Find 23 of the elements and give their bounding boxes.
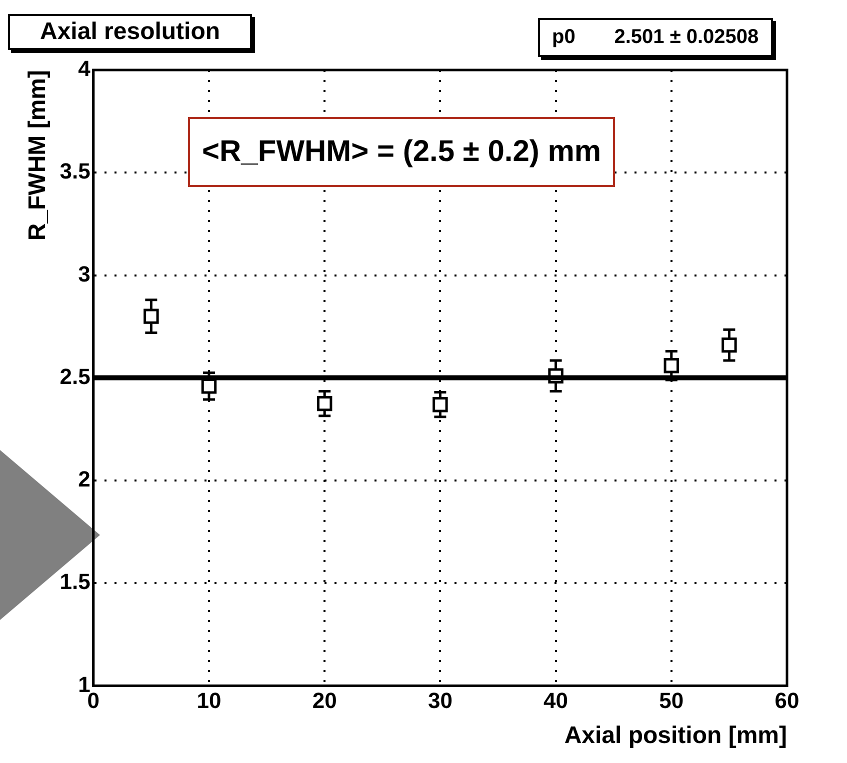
point: [664, 358, 680, 374]
text: p0 2.501 ± 0.02508: [538, 18, 773, 57]
y-tick-label: 1.5: [60, 569, 90, 594]
x-tick-label: 60: [774, 688, 800, 714]
x-tick-label: 30: [428, 688, 452, 714]
annotation: <R_FWHM> = (2.5 ± 0.2) mm: [188, 117, 616, 187]
x-tick-label: 40: [544, 688, 568, 714]
y-tick-label: 3.5: [60, 158, 90, 184]
x-tick-label: 50: [659, 688, 684, 714]
x-axis-title: Axial position [mm]: [564, 722, 787, 750]
point: [316, 396, 332, 412]
y-tick-label: 2.5: [60, 364, 90, 389]
x-tick-label: 10: [196, 688, 222, 714]
point: [432, 396, 448, 412]
x-tick-label: 20: [312, 688, 337, 714]
y-tick-label: 2: [78, 466, 90, 492]
chart-title: Axial resolution: [8, 14, 252, 50]
point: [201, 378, 217, 394]
point: [144, 308, 159, 324]
point: [722, 337, 737, 353]
y-axis-title: R_FWHM [mm]: [24, 70, 52, 241]
y-tick-label: 4: [78, 56, 92, 82]
y-tick-label: 3: [78, 261, 90, 286]
